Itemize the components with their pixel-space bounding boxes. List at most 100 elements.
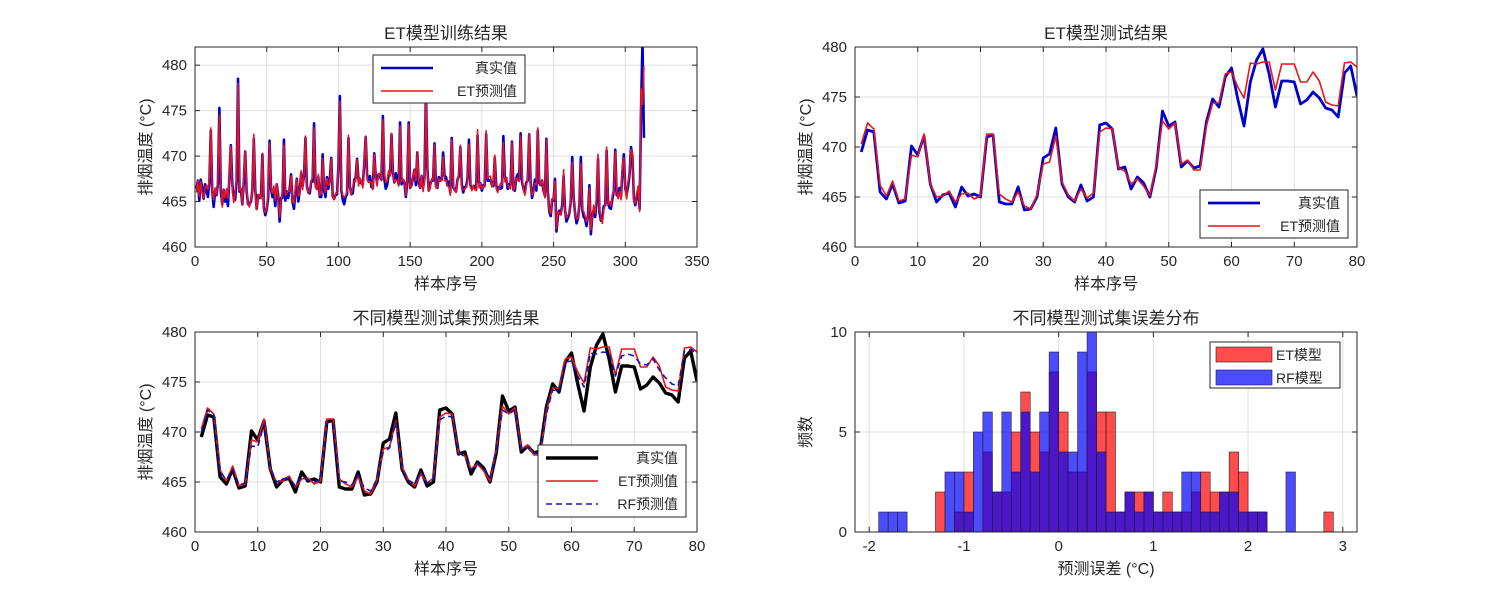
x-tick-label: 100 [326, 253, 351, 270]
histogram-bar [897, 511, 908, 532]
x-axis-label: 预测误差 (°C) [1057, 560, 1154, 578]
chart-title: 不同模型测试集误差分布 [1013, 309, 1200, 328]
y-tick-label: 465 [162, 474, 187, 491]
plot-area [199, 332, 697, 497]
legend-label: 真实值 [636, 450, 678, 466]
histogram-bar [1143, 491, 1154, 532]
x-tick-label: 10 [249, 538, 266, 555]
histogram-bar [1086, 332, 1097, 532]
x-tick-label: 60 [1223, 253, 1240, 270]
legend-label: ET预测值 [457, 83, 517, 99]
x-tick-label: 80 [1349, 253, 1366, 270]
x-tick-label: -1 [957, 538, 970, 555]
legend-label: ET预测值 [1280, 218, 1340, 234]
histogram-bar [1124, 491, 1135, 532]
histogram-bar [954, 471, 965, 532]
histogram-bar [1238, 511, 1249, 532]
legend-swatch [1215, 346, 1273, 363]
x-tick-label: 2 [1244, 538, 1252, 555]
x-tick-label: 0 [191, 538, 199, 555]
histogram-bar [1153, 511, 1164, 532]
histogram-bar [1162, 511, 1173, 532]
chart-title: ET模型训练结果 [384, 24, 508, 43]
x-tick-label: 0 [1054, 538, 1062, 555]
x-tick-label: 40 [1098, 253, 1115, 270]
y-tick-label: 475 [822, 89, 847, 106]
histogram-bar [1200, 511, 1211, 532]
histogram-bar [1134, 511, 1145, 532]
y-tick-label: 10 [830, 324, 847, 341]
y-tick-label: 475 [162, 374, 187, 391]
panel-train: 0 50 100 150 200 250 300 350 460 465 470 475 480 ET模型… [137, 24, 710, 293]
y-tick-label: 470 [822, 139, 847, 156]
y-tick-label: 480 [822, 39, 847, 56]
x-tick-label: 1 [1149, 538, 1157, 555]
x-tick-label: 0 [191, 253, 199, 270]
x-axis-label: 样本序号 [414, 275, 478, 293]
histogram-bar [1172, 511, 1183, 532]
histogram-bar [1105, 511, 1116, 532]
axes-box [194, 46, 698, 248]
x-tick-label: 150 [398, 253, 423, 270]
histogram-bar [1257, 511, 1268, 532]
legend-label: ET预测值 [618, 473, 678, 489]
y-tick-label: 465 [822, 189, 847, 206]
x-tick-label: 250 [541, 253, 566, 270]
chart-title: ET模型测试结果 [1044, 24, 1168, 43]
histogram-bar [1323, 511, 1334, 532]
histogram-bar [1209, 511, 1220, 532]
legend-label: 真实值 [1298, 195, 1340, 211]
x-tick-label: 20 [972, 253, 989, 270]
chart-title: 不同模型测试集预测结果 [353, 309, 540, 328]
legend: ET模型 RF模型 [1209, 341, 1341, 389]
histogram-bar [935, 491, 946, 532]
histogram-bar [1228, 491, 1239, 532]
y-tick-label: 460 [162, 239, 187, 256]
y-tick-label: 5 [839, 424, 847, 441]
y-axis-label: 排烟温度 (°C) [137, 383, 155, 480]
y-tick-label: 470 [162, 424, 187, 441]
x-tick-label: 20 [312, 538, 329, 555]
series-line-ET预测值 [195, 66, 645, 231]
legend-label: ET模型 [1276, 347, 1322, 363]
legend: 真实值 ET预测值 RF预测值 [537, 444, 687, 518]
y-tick-label: 475 [162, 103, 187, 120]
legend: 真实值 ET预测值 [1199, 189, 1349, 239]
legend-label: RF预测值 [617, 496, 678, 512]
histogram-bar [1247, 511, 1258, 532]
histogram-bar [1096, 451, 1107, 532]
legend-swatch [1215, 369, 1273, 386]
y-axis-label: 频数 [797, 416, 815, 448]
legend: 真实值 ET预测值 [372, 54, 526, 104]
x-tick-label: 300 [613, 253, 638, 270]
series-bars-RF模型 [878, 332, 1296, 532]
y-tick-label: 460 [822, 239, 847, 256]
x-tick-label: 30 [375, 538, 392, 555]
histogram-bar [1115, 511, 1126, 532]
x-tick-label: 70 [1286, 253, 1303, 270]
histogram-bar [878, 511, 889, 532]
x-tick-label: 200 [469, 253, 494, 270]
histogram-bar [1001, 411, 1012, 532]
x-tick-label: 80 [689, 538, 706, 555]
plot-area [878, 332, 1334, 532]
legend-label: RF模型 [1276, 370, 1323, 386]
panel-test: 0 10 20 30 40 50 60 70 80 460 465 470 475 480 ET模型测试结果… [797, 24, 1365, 293]
histogram-bar [1058, 451, 1069, 532]
legend-label: 真实值 [475, 60, 517, 76]
histogram-bar [1219, 491, 1230, 532]
histogram-bar [1039, 411, 1050, 532]
x-axis-label: 样本序号 [414, 560, 478, 578]
x-tick-label: 350 [684, 253, 709, 270]
histogram-bar [992, 491, 1003, 532]
histogram-bar [1285, 471, 1296, 532]
y-tick-label: 0 [839, 524, 847, 541]
y-tick-label: 480 [162, 324, 187, 341]
x-tick-label: 10 [909, 253, 926, 270]
histogram-bar [973, 431, 984, 532]
y-tick-label: 465 [162, 194, 187, 211]
panel-compare: 0 10 20 30 40 50 60 70 80 460 465 470 475 480 不同模型测试集预… [137, 309, 705, 578]
histogram-bar [1020, 411, 1031, 532]
x-tick-label: 50 [258, 253, 275, 270]
histogram-bar [1067, 451, 1078, 532]
